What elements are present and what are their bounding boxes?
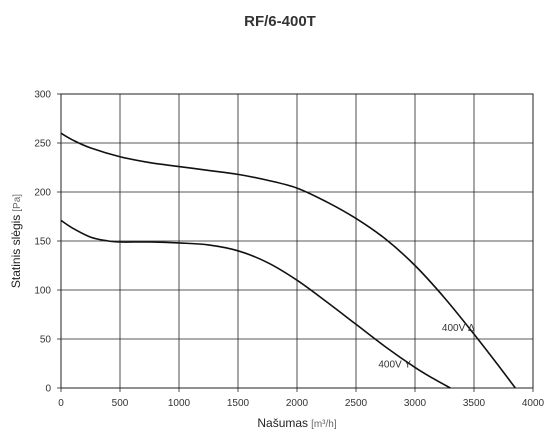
series-line-1 [60, 132, 516, 389]
x-axis-unit: [m³/h] [311, 419, 337, 430]
chart-title: RF/6-400T [244, 13, 316, 30]
y-tick-label: 200 [34, 188, 51, 199]
x-tick-label: 2500 [345, 398, 368, 409]
grid [60, 93, 534, 389]
x-tick-label: 0 [58, 398, 64, 409]
x-tick-label: 500 [112, 398, 129, 409]
y-tick-label: 150 [34, 237, 51, 248]
series-label-2: 400V Y [378, 359, 411, 370]
y-tick-label: 0 [45, 384, 51, 395]
x-axis-ticks: 0 500 1000 1500 2000 2500 3000 3500 4000 [58, 388, 545, 409]
series-label-1: 400V Δ [442, 323, 475, 334]
y-axis-label: Statinis slėgis [Pa] [9, 194, 23, 288]
x-tick-label: 3000 [404, 398, 427, 409]
y-tick-label: 50 [40, 335, 52, 346]
y-tick-label: 100 [34, 286, 51, 297]
x-tick-label: 1500 [227, 398, 250, 409]
series-line-2 [60, 219, 451, 389]
x-tick-label: 4000 [522, 398, 545, 409]
y-tick-label: 250 [34, 139, 51, 150]
x-tick-label: 2000 [286, 398, 309, 409]
y-axis-ticks: 0 50 100 150 200 250 300 [34, 90, 61, 395]
x-axis-title: Našumas [257, 416, 308, 430]
series-group: 400V Δ 400V Y [60, 132, 516, 389]
x-tick-label: 3500 [463, 398, 486, 409]
x-axis-label: Našumas [m³/h] [257, 416, 336, 430]
x-tick-label: 1000 [168, 398, 191, 409]
y-axis-unit: [Pa] [12, 194, 23, 212]
y-tick-label: 300 [34, 90, 51, 101]
y-axis-title: Statinis slėgis [9, 215, 23, 288]
